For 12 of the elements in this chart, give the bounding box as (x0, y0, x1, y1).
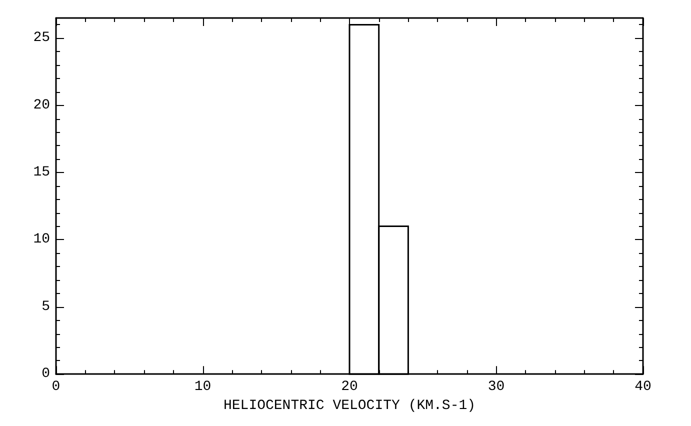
y-tick-label: 25 (33, 30, 50, 46)
y-tick-label: 10 (33, 232, 50, 248)
y-tick-label: 15 (33, 164, 50, 181)
y-tick-label: 0 (42, 366, 50, 382)
x-tick-label: 40 (634, 379, 652, 396)
x-tick-label: 10 (194, 379, 212, 396)
x-tick-label: 0 (52, 379, 60, 396)
x-tick-label: 30 (488, 379, 505, 396)
y-tick-label: 20 (33, 97, 50, 114)
y-tick-label: 5 (42, 298, 50, 315)
x-axis-title: HELIOCENTRIC VELOCITY (KM.S-1) (223, 398, 476, 414)
x-tick-label: 20 (341, 379, 358, 396)
